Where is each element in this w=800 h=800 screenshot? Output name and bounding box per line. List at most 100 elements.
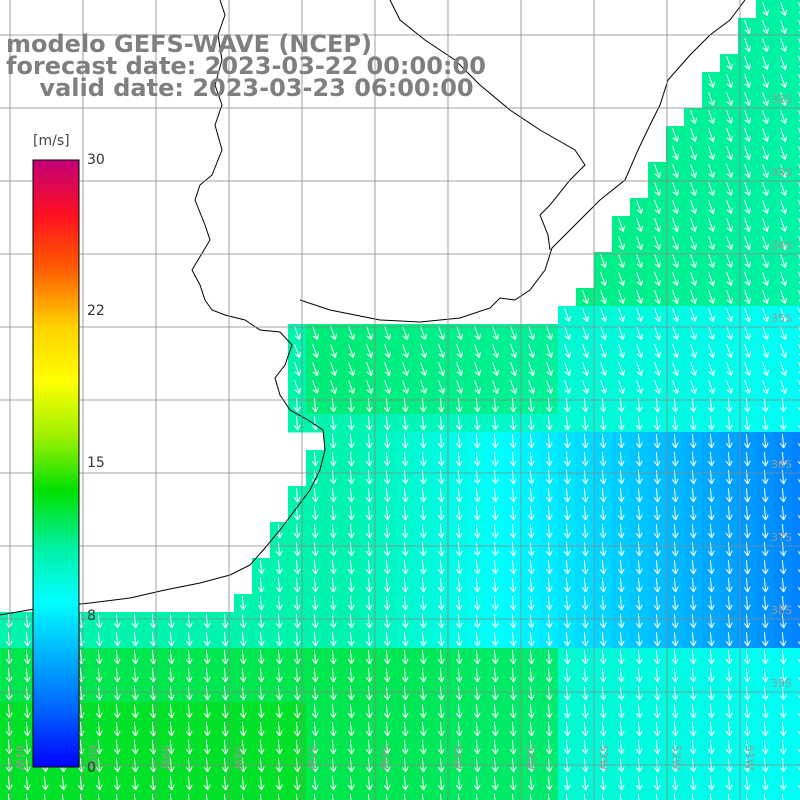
wind-arrow — [563, 703, 571, 719]
wind-arrow — [636, 362, 643, 376]
wind-speed-cell — [792, 270, 800, 289]
wind-arrow — [239, 595, 247, 611]
wind-arrow — [779, 415, 787, 431]
wind-arrow — [509, 433, 517, 449]
wind-arrow — [725, 631, 733, 647]
wind-arrow — [113, 667, 121, 683]
wind-speed-cell — [792, 504, 800, 523]
wind-speed-cell — [252, 792, 271, 800]
wind-arrow — [565, 793, 568, 800]
wind-speed-cell — [378, 792, 397, 800]
wind-arrow — [744, 290, 751, 304]
wind-arrow — [347, 631, 355, 647]
wind-arrow — [419, 685, 427, 701]
wind-arrow — [491, 469, 499, 485]
wind-arrow — [293, 541, 301, 557]
wind-arrow — [546, 326, 553, 340]
wind-arrow — [401, 469, 409, 485]
wind-arrow — [527, 577, 535, 593]
wind-arrow — [167, 775, 175, 791]
wind-arrow — [401, 739, 409, 755]
wind-arrow — [473, 721, 481, 737]
wind-arrow — [636, 308, 643, 322]
wind-speed-cell — [72, 792, 91, 800]
wind-arrow — [257, 631, 265, 647]
wind-arrow — [563, 433, 571, 449]
wind-arrow — [419, 523, 427, 539]
wind-arrow — [527, 559, 535, 575]
wind-arrow — [401, 505, 409, 521]
wind-speed-cell — [504, 792, 523, 800]
wind-speed-cell — [792, 648, 800, 667]
wind-arrow — [473, 577, 481, 593]
wind-arrow — [762, 110, 769, 124]
wind-arrow — [744, 128, 751, 142]
wind-arrow — [492, 326, 499, 340]
wind-arrow — [347, 595, 355, 611]
wind-speed-cell — [288, 792, 307, 800]
wind-arrow — [365, 433, 373, 449]
wind-arrow — [473, 415, 481, 431]
wind-arrow — [635, 505, 643, 521]
wind-arrow — [635, 469, 643, 485]
wind-arrow — [563, 631, 571, 647]
wind-arrow — [689, 433, 697, 449]
wind-arrow — [780, 218, 787, 232]
wind-arrow — [636, 200, 643, 214]
wind-arrow — [365, 631, 373, 647]
wind-arrow — [401, 613, 409, 629]
wind-arrow — [311, 775, 319, 791]
wind-arrow — [762, 344, 769, 358]
wind-arrow — [313, 793, 316, 800]
wind-arrow — [221, 775, 229, 791]
wind-arrow — [635, 559, 643, 575]
wind-arrow — [311, 487, 319, 503]
wind-arrows — [5, 2, 800, 800]
wind-arrow — [599, 541, 607, 557]
wind-speed-cell — [450, 792, 469, 800]
wind-arrow — [564, 344, 571, 358]
wind-arrow — [510, 326, 517, 340]
wind-arrow — [203, 667, 211, 683]
wind-arrow — [221, 685, 229, 701]
wind-arrow — [726, 380, 733, 394]
wind-speed-cell — [792, 90, 800, 109]
wind-speed-cell — [108, 792, 127, 800]
wind-arrow — [581, 613, 589, 629]
wind-arrow — [635, 451, 643, 467]
wind-arrow — [437, 775, 445, 791]
wind-arrow — [257, 577, 265, 593]
wind-arrow — [708, 200, 715, 214]
wind-arrow — [257, 613, 265, 629]
wind-arrow — [582, 362, 589, 376]
wind-speed-cell — [558, 792, 577, 800]
wind-arrow — [744, 344, 751, 358]
wind-speed-cell — [792, 360, 800, 379]
wind-arrow — [564, 326, 571, 340]
wind-arrow — [582, 326, 589, 340]
wind-arrow — [708, 236, 715, 250]
wind-arrow — [384, 380, 391, 394]
wind-arrow — [365, 649, 373, 665]
wind-arrow — [762, 92, 769, 106]
wind-speed-cell — [522, 792, 541, 800]
wind-speed-cell — [792, 324, 800, 343]
wind-arrow — [311, 595, 319, 611]
wind-arrow — [239, 667, 247, 683]
wind-arrow — [455, 469, 463, 485]
wind-arrow — [653, 487, 661, 503]
wind-speed-cell — [792, 612, 800, 631]
wind-arrow — [401, 721, 409, 737]
wind-arrow — [762, 74, 769, 88]
wind-arrow — [383, 505, 391, 521]
wind-arrow — [581, 505, 589, 521]
wind-arrow — [527, 433, 535, 449]
wind-arrow — [708, 344, 715, 358]
wind-arrow — [527, 487, 535, 503]
wind-arrow — [779, 631, 787, 647]
wind-arrow — [743, 649, 751, 665]
wind-arrow — [744, 218, 751, 232]
wind-arrow — [347, 703, 355, 719]
wind-arrow — [383, 703, 391, 719]
